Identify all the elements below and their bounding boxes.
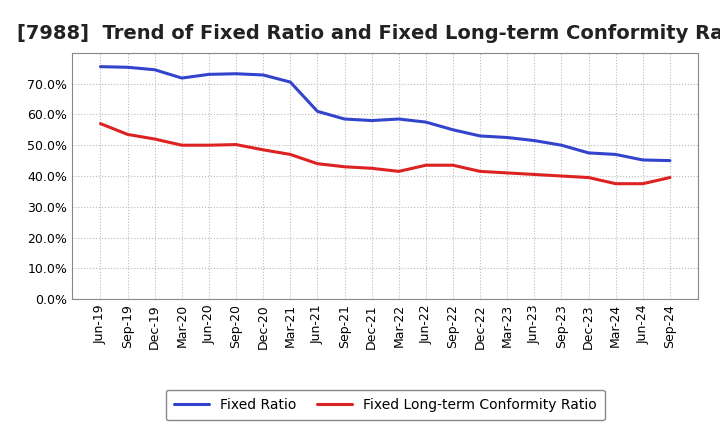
Fixed Long-term Conformity Ratio bbox=[178, 143, 186, 148]
Fixed Long-term Conformity Ratio bbox=[150, 136, 159, 142]
Fixed Long-term Conformity Ratio bbox=[123, 132, 132, 137]
Fixed Ratio bbox=[557, 143, 566, 148]
Fixed Long-term Conformity Ratio bbox=[449, 162, 457, 168]
Line: Fixed Long-term Conformity Ratio: Fixed Long-term Conformity Ratio bbox=[101, 124, 670, 184]
Fixed Long-term Conformity Ratio bbox=[421, 162, 430, 168]
Fixed Ratio bbox=[232, 71, 240, 77]
Fixed Ratio bbox=[341, 116, 349, 121]
Fixed Long-term Conformity Ratio bbox=[611, 181, 620, 187]
Fixed Ratio bbox=[584, 150, 593, 156]
Fixed Long-term Conformity Ratio bbox=[286, 152, 294, 157]
Fixed Long-term Conformity Ratio bbox=[503, 170, 511, 176]
Fixed Long-term Conformity Ratio bbox=[476, 169, 485, 174]
Fixed Long-term Conformity Ratio bbox=[96, 121, 105, 126]
Fixed Long-term Conformity Ratio bbox=[639, 181, 647, 187]
Legend: Fixed Ratio, Fixed Long-term Conformity Ratio: Fixed Ratio, Fixed Long-term Conformity … bbox=[166, 390, 605, 420]
Fixed Ratio bbox=[96, 64, 105, 69]
Fixed Ratio bbox=[204, 72, 213, 77]
Fixed Ratio bbox=[313, 109, 322, 114]
Fixed Long-term Conformity Ratio bbox=[204, 143, 213, 148]
Fixed Long-term Conformity Ratio bbox=[232, 142, 240, 147]
Fixed Long-term Conformity Ratio bbox=[367, 165, 376, 171]
Fixed Ratio bbox=[150, 67, 159, 72]
Fixed Ratio bbox=[178, 75, 186, 81]
Fixed Ratio bbox=[530, 138, 539, 143]
Fixed Long-term Conformity Ratio bbox=[313, 161, 322, 166]
Title: [7988]  Trend of Fixed Ratio and Fixed Long-term Conformity Ratio: [7988] Trend of Fixed Ratio and Fixed Lo… bbox=[17, 24, 720, 43]
Fixed Ratio bbox=[611, 152, 620, 157]
Fixed Long-term Conformity Ratio bbox=[395, 169, 403, 174]
Fixed Long-term Conformity Ratio bbox=[341, 164, 349, 169]
Fixed Ratio bbox=[367, 118, 376, 123]
Fixed Ratio bbox=[503, 135, 511, 140]
Line: Fixed Ratio: Fixed Ratio bbox=[101, 66, 670, 161]
Fixed Long-term Conformity Ratio bbox=[557, 173, 566, 179]
Fixed Ratio bbox=[639, 158, 647, 163]
Fixed Long-term Conformity Ratio bbox=[259, 147, 268, 152]
Fixed Ratio bbox=[421, 119, 430, 125]
Fixed Ratio bbox=[123, 65, 132, 70]
Fixed Long-term Conformity Ratio bbox=[530, 172, 539, 177]
Fixed Long-term Conformity Ratio bbox=[665, 175, 674, 180]
Fixed Ratio bbox=[395, 116, 403, 121]
Fixed Ratio bbox=[449, 127, 457, 132]
Fixed Ratio bbox=[476, 133, 485, 139]
Fixed Ratio bbox=[259, 72, 268, 77]
Fixed Long-term Conformity Ratio bbox=[584, 175, 593, 180]
Fixed Ratio bbox=[665, 158, 674, 163]
Fixed Ratio bbox=[286, 79, 294, 84]
